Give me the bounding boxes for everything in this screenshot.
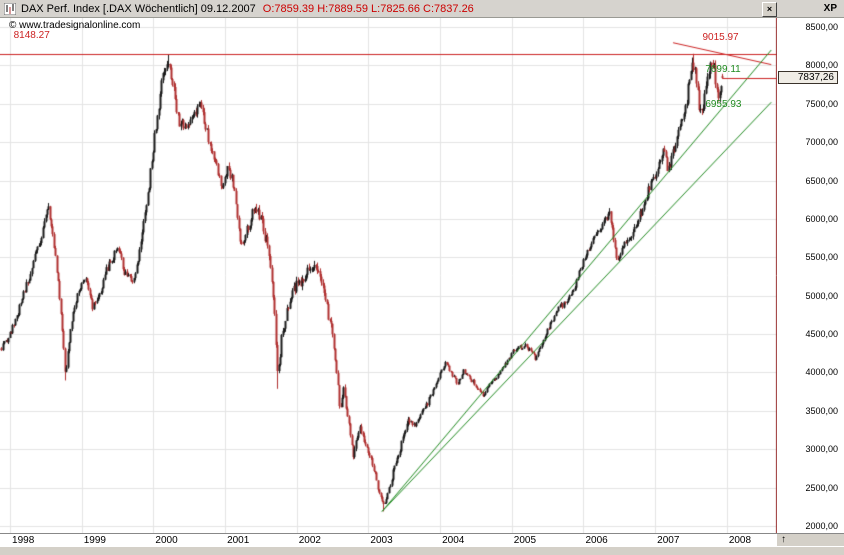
horizontal-resistance-line-label: 8148.27 <box>13 30 50 42</box>
y-axis-tick: 8500,00 <box>805 21 838 32</box>
last-price-box: 7837,26 <box>778 70 838 84</box>
x-axis-tick: 1998 <box>12 535 35 546</box>
y-axis-tick: 3500,00 <box>805 405 838 416</box>
price-chart-canvas[interactable] <box>0 18 777 533</box>
x-axis-tick: 2006 <box>585 535 608 546</box>
close-button[interactable]: × <box>762 2 777 17</box>
y-axis-tick: 4500,00 <box>805 329 838 340</box>
y-axis-tick: 2500,00 <box>805 482 838 493</box>
x-axis-tick: 2002 <box>298 535 321 546</box>
corner-xp-label: XP <box>823 3 837 14</box>
y-axis-price-scale[interactable] <box>777 18 844 533</box>
status-bar <box>0 546 844 555</box>
y-axis-tick: 5500,00 <box>805 252 838 263</box>
y-axis-tick: 5000,00 <box>805 290 838 301</box>
scroll-up-arrow[interactable]: ↑ <box>781 534 786 545</box>
y-axis-tick: 8000,00 <box>805 60 838 71</box>
x-axis-tick: 2008 <box>728 535 752 546</box>
x-axis-tick: 2001 <box>227 535 250 546</box>
x-axis-time-scale[interactable] <box>0 533 777 547</box>
up-trendline-shallow-label: 6955.93 <box>705 99 742 111</box>
y-axis-tick: 6000,00 <box>805 213 838 224</box>
copyright-label: © www.tradesignalonline.com <box>9 20 141 31</box>
up-trendline-steep-label: 7699.11 <box>705 63 741 75</box>
x-axis-tick: 2003 <box>370 535 393 546</box>
x-axis-tick: 1999 <box>83 535 106 546</box>
axis-corner <box>777 533 844 547</box>
x-axis-tick: 2005 <box>513 535 537 546</box>
y-axis-tick: 4000,00 <box>805 367 838 378</box>
x-axis-tick: 2004 <box>442 535 465 546</box>
ohlc-readout: O:7859.39 H:7889.59 L:7825.66 C:7837.26 <box>262 2 474 15</box>
chart-icon <box>3 2 17 15</box>
down-trendline-label: 9015.97 <box>702 32 739 44</box>
y-axis-tick: 7000,00 <box>805 137 838 148</box>
y-axis-tick: 6500,00 <box>805 175 838 186</box>
y-axis-tick: 2000,00 <box>805 521 838 531</box>
y-axis-tick: 3000,00 <box>805 444 838 455</box>
y-axis-tick: 7500,00 <box>805 98 838 109</box>
x-axis-tick: 2007 <box>657 535 680 546</box>
x-axis-tick: 2000 <box>155 535 178 546</box>
chart-window-titlebar[interactable]: DAX Perf. Index [.DAX Wöchentlich] 09.12… <box>0 0 844 18</box>
chart-title: DAX Perf. Index [.DAX Wöchentlich] 09.12… <box>21 2 256 15</box>
